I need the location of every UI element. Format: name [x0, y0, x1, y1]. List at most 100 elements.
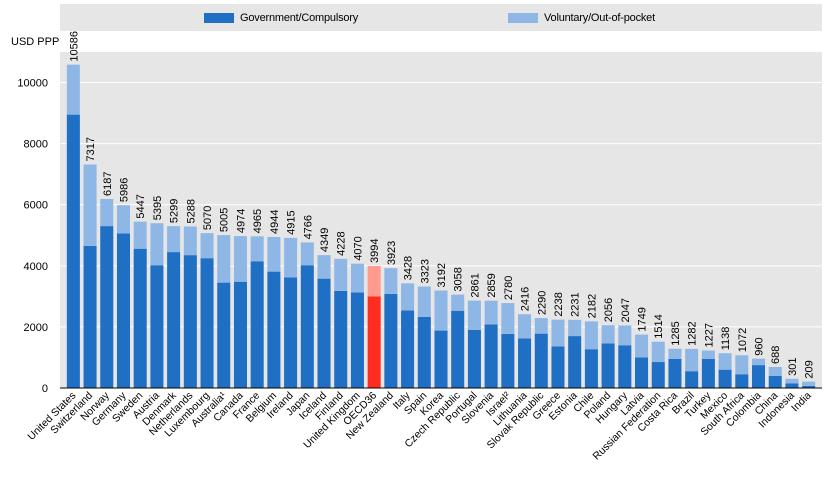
data-label: 688 — [770, 346, 782, 364]
data-label: 960 — [754, 337, 766, 355]
bar-government — [735, 374, 749, 388]
bar-voluntary — [551, 319, 565, 347]
data-label: 2182 — [586, 294, 598, 318]
bar-voluntary — [417, 286, 431, 317]
bar-government — [501, 333, 515, 388]
bar-government — [300, 265, 314, 388]
bar-government — [167, 252, 181, 388]
bar-voluntary — [167, 226, 181, 253]
bar-voluntary — [401, 283, 415, 311]
data-label: 4766 — [302, 215, 314, 239]
bar-government — [751, 365, 766, 388]
bar-voluntary — [350, 263, 364, 293]
y-tick-label: 10000 — [17, 78, 48, 90]
bar-voluntary — [267, 236, 281, 272]
data-label: 7317 — [85, 137, 97, 161]
bar-voluntary — [133, 221, 147, 249]
data-label: 1138 — [720, 327, 732, 351]
data-label: 5005 — [219, 208, 231, 232]
bar-government — [467, 329, 481, 388]
data-label: 2231 — [570, 292, 582, 316]
bar-government — [601, 343, 615, 388]
bar-government — [350, 292, 364, 388]
data-label: 4915 — [286, 210, 298, 234]
data-label: 4974 — [235, 209, 247, 233]
bar-government — [618, 345, 632, 388]
bar-government — [83, 245, 97, 388]
y-axis-label: USD PPP — [11, 36, 60, 48]
bar-government — [334, 290, 348, 388]
data-label: 2238 — [553, 292, 565, 316]
data-label: 209 — [804, 360, 816, 378]
bar-voluntary — [701, 350, 715, 359]
bar-voluntary — [317, 255, 331, 279]
legend-swatch-government — [204, 13, 234, 23]
legend-label-government: Government/Compulsory — [240, 12, 359, 24]
bar-government — [651, 362, 665, 388]
data-label: 1282 — [687, 321, 699, 345]
data-label: 2780 — [503, 276, 515, 300]
bar-government — [284, 277, 298, 388]
bar-government — [417, 316, 431, 388]
bar-government — [267, 271, 281, 388]
bar-voluntary — [451, 294, 465, 311]
data-label: 4228 — [336, 231, 348, 255]
bar-voluntary — [518, 314, 532, 339]
bar-government — [451, 310, 465, 388]
bar-government — [384, 293, 398, 388]
data-label: 2047 — [620, 298, 632, 322]
bar-government — [718, 369, 732, 388]
data-label: 3323 — [419, 259, 431, 283]
bar-government — [685, 371, 699, 388]
data-label: 5986 — [118, 178, 130, 202]
bar-voluntary — [534, 318, 548, 334]
bar-voluntary — [501, 303, 515, 334]
bar-government — [785, 383, 799, 388]
bar-government — [401, 310, 415, 388]
data-label: 3923 — [386, 241, 398, 265]
data-label: 1227 — [703, 323, 715, 347]
y-tick-label: 6000 — [24, 200, 48, 212]
data-label: 4070 — [352, 236, 364, 260]
data-label: 5447 — [135, 194, 147, 218]
legend-swatch-voluntary — [508, 13, 538, 23]
bar-voluntary — [651, 341, 665, 363]
bar-voluntary — [785, 378, 799, 384]
bar-government — [200, 258, 214, 388]
data-label: 2416 — [520, 287, 532, 311]
bar-voluntary — [568, 319, 582, 337]
data-label: 5299 — [169, 199, 181, 223]
bar-voluntary — [284, 237, 298, 278]
bar-voluntary — [434, 290, 448, 331]
bar-government — [802, 385, 816, 388]
bar-voluntary — [735, 355, 749, 375]
bar-voluntary — [768, 366, 782, 376]
data-label: 10586 — [68, 31, 80, 62]
bar-voluntary — [668, 348, 682, 359]
bar-government — [518, 338, 532, 388]
bar-government — [434, 330, 448, 388]
bar-voluntary — [802, 381, 816, 386]
bar-voluntary — [183, 226, 197, 256]
data-label: 3428 — [403, 256, 415, 280]
bar-government — [317, 278, 331, 388]
bar-government — [534, 333, 548, 388]
bar-government — [584, 349, 598, 388]
legend-item-voluntary: Voluntary/Out-of-pocket — [508, 11, 655, 25]
bar-voluntary — [83, 164, 97, 246]
bar-government — [217, 282, 231, 388]
data-label: 2861 — [469, 273, 481, 297]
data-label: 1072 — [737, 328, 749, 352]
legend-label-voluntary: Voluntary/Out-of-pocket — [544, 12, 655, 24]
bar-voluntary — [250, 236, 264, 262]
bar-government — [250, 261, 264, 388]
x-tick-label: India — [789, 390, 814, 415]
data-label: 301 — [787, 357, 799, 375]
data-label: 5288 — [185, 199, 197, 223]
bar-government — [367, 296, 381, 388]
data-label: 3994 — [369, 239, 381, 263]
bar-voluntary — [200, 233, 214, 259]
bar-voluntary — [300, 242, 314, 266]
bar-government — [133, 248, 147, 388]
